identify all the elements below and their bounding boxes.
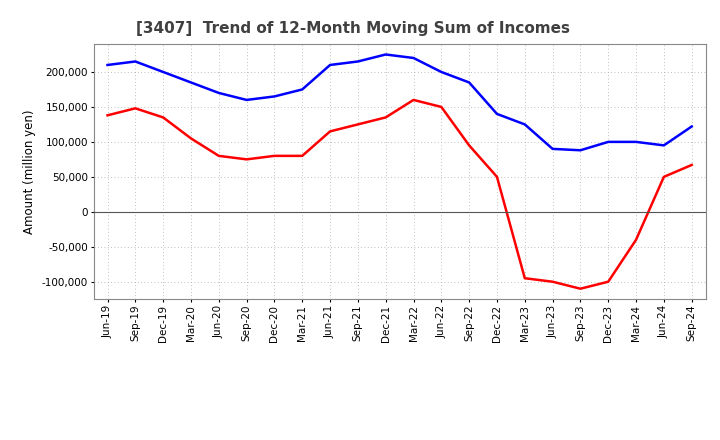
Net Income: [688, 162, 696, 168]
Net Income: [382, 115, 390, 120]
Net Income: [521, 275, 529, 281]
Ordinary Income: [354, 59, 362, 64]
Legend: Ordinary Income, Net Income: Ordinary Income, Net Income: [256, 438, 544, 440]
Ordinary Income: [325, 62, 334, 68]
Line: Ordinary Income: Ordinary Income: [107, 55, 692, 150]
Net Income: [131, 106, 140, 111]
Net Income: [576, 286, 585, 291]
Ordinary Income: [492, 111, 501, 117]
Ordinary Income: [186, 80, 195, 85]
Net Income: [242, 157, 251, 162]
Net Income: [325, 129, 334, 134]
Net Income: [270, 153, 279, 158]
Net Income: [354, 122, 362, 127]
Ordinary Income: [159, 70, 168, 75]
Net Income: [215, 153, 223, 158]
Net Income: [604, 279, 613, 284]
Ordinary Income: [103, 62, 112, 68]
Ordinary Income: [576, 148, 585, 153]
Ordinary Income: [660, 143, 668, 148]
Line: Net Income: Net Income: [107, 100, 692, 289]
Net Income: [660, 174, 668, 180]
Ordinary Income: [409, 55, 418, 61]
Net Income: [465, 143, 474, 148]
Ordinary Income: [631, 139, 640, 144]
Net Income: [437, 104, 446, 110]
Net Income: [186, 136, 195, 141]
Net Income: [103, 113, 112, 118]
Ordinary Income: [242, 97, 251, 103]
Ordinary Income: [270, 94, 279, 99]
Ordinary Income: [437, 70, 446, 75]
Ordinary Income: [688, 124, 696, 129]
Net Income: [298, 153, 307, 158]
Ordinary Income: [604, 139, 613, 144]
Ordinary Income: [215, 90, 223, 95]
Ordinary Income: [382, 52, 390, 57]
Ordinary Income: [298, 87, 307, 92]
Net Income: [159, 115, 168, 120]
Net Income: [631, 237, 640, 242]
Ordinary Income: [131, 59, 140, 64]
Net Income: [549, 279, 557, 284]
Text: [3407]  Trend of 12-Month Moving Sum of Incomes: [3407] Trend of 12-Month Moving Sum of I…: [137, 21, 570, 36]
Net Income: [492, 174, 501, 180]
Y-axis label: Amount (million yen): Amount (million yen): [23, 110, 36, 234]
Ordinary Income: [465, 80, 474, 85]
Net Income: [409, 97, 418, 103]
Ordinary Income: [549, 146, 557, 151]
Ordinary Income: [521, 122, 529, 127]
